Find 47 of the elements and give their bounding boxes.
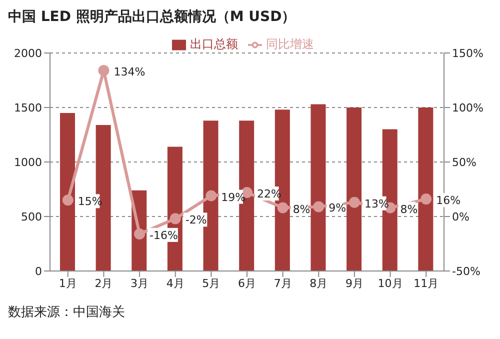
- point: [420, 194, 432, 205]
- x-tick-label: 2月: [94, 276, 113, 290]
- data-label: 9%: [328, 202, 346, 215]
- x-tick-label: 6月: [238, 276, 256, 290]
- data-label: 19%: [221, 190, 246, 204]
- data-label: 8%: [400, 202, 418, 216]
- bar: [310, 104, 326, 271]
- x-tick-label: 7月: [274, 276, 292, 290]
- data-label: 13%: [364, 197, 389, 210]
- legend-label: 同比增速: [266, 37, 314, 51]
- data-label: -16%: [150, 228, 178, 242]
- point: [313, 201, 324, 212]
- y2-tick-label: 50%: [452, 156, 476, 169]
- x-tick-label: 8月: [310, 276, 328, 290]
- point: [134, 228, 146, 240]
- y-tick-label: 500: [21, 210, 42, 224]
- bar: [418, 108, 434, 271]
- y-tick-label: 1500: [14, 101, 42, 114]
- x-tick-label: 5月: [202, 276, 220, 290]
- x-tick-label: 3月: [130, 276, 149, 290]
- y-tick-label: 1000: [14, 156, 42, 169]
- data-label: 16%: [436, 194, 461, 208]
- y2-tick-label: 100%: [452, 101, 484, 114]
- data-label: -2%: [185, 214, 207, 227]
- x-tick-label: 4月: [166, 276, 184, 290]
- x-tick-label: 9月: [345, 276, 364, 290]
- y-tick-label: 0: [35, 264, 42, 278]
- chart-title: 中国 LED 照明产品出口总额情况（M USD）: [8, 8, 297, 27]
- data-label: 134%: [114, 65, 146, 78]
- x-tick-label: 1月: [58, 276, 77, 290]
- bar: [346, 108, 362, 271]
- legend-label: 出口总额: [190, 37, 238, 51]
- bar: [60, 112, 75, 271]
- data-label: 8%: [292, 202, 310, 216]
- x-tick-label: 10月: [378, 276, 403, 290]
- x-tick-label: 11月: [414, 276, 439, 290]
- y2-tick-label: 0%: [452, 210, 470, 224]
- point: [62, 194, 74, 206]
- point: [348, 196, 360, 208]
- point: [206, 190, 217, 202]
- point: [170, 213, 181, 224]
- y-tick-label: 2000: [14, 46, 42, 60]
- point: [277, 202, 288, 214]
- source-note: 数据来源：中国海关: [8, 304, 126, 321]
- y2-tick-label: 150%: [452, 46, 484, 60]
- point: [98, 64, 110, 76]
- y2-tick-label: -50%: [452, 264, 480, 278]
